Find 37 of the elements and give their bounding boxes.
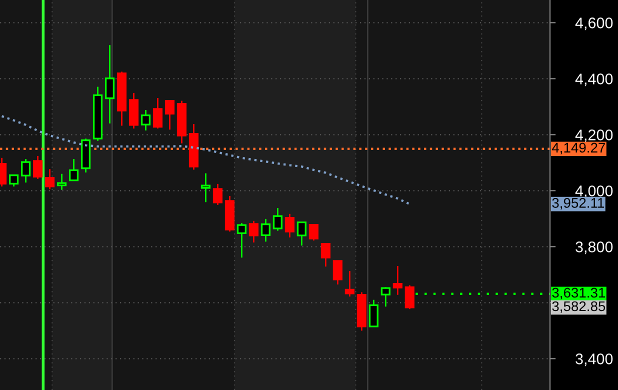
candlestick <box>140 109 151 132</box>
candlestick <box>368 299 378 328</box>
candlestick <box>212 183 223 206</box>
y-tick-label: 3,400 <box>576 354 613 366</box>
candlestick <box>104 44 115 124</box>
candlestick <box>332 260 342 286</box>
candlestick <box>392 265 402 296</box>
candlestick <box>320 243 330 268</box>
candlestick <box>32 155 43 180</box>
text: 3,582.85 <box>552 301 606 313</box>
y-tick-label: 4,000 <box>575 186 613 198</box>
y-tick-label: 4,600 <box>575 18 613 30</box>
candlestick <box>248 220 258 244</box>
candlestick <box>284 213 294 238</box>
candlestick <box>152 97 163 130</box>
text: 3,952.11 <box>552 198 604 210</box>
candlestick <box>9 174 19 188</box>
line-series <box>0 115 411 206</box>
candlestick <box>236 222 247 258</box>
y-tick-label: 4,400 <box>575 74 613 86</box>
ref-line-label: 3,631.31 <box>552 288 606 300</box>
candlestick <box>20 158 31 184</box>
candlestick <box>404 284 414 310</box>
candlestick <box>296 221 306 246</box>
y-tick-label: 3,800 <box>576 242 613 254</box>
candlestick <box>56 173 67 191</box>
candlestick <box>380 286 390 308</box>
candlestick <box>68 158 79 182</box>
candlestick <box>260 218 270 242</box>
candlestick <box>44 168 55 190</box>
ref-line-label: 4,149.27 <box>552 142 606 154</box>
candlestick <box>308 224 318 242</box>
candlestick <box>164 100 175 130</box>
candlestick <box>200 172 211 203</box>
candlestick <box>272 207 282 232</box>
candlestick <box>344 270 354 298</box>
y-tick-label: 4,200 <box>575 130 613 142</box>
